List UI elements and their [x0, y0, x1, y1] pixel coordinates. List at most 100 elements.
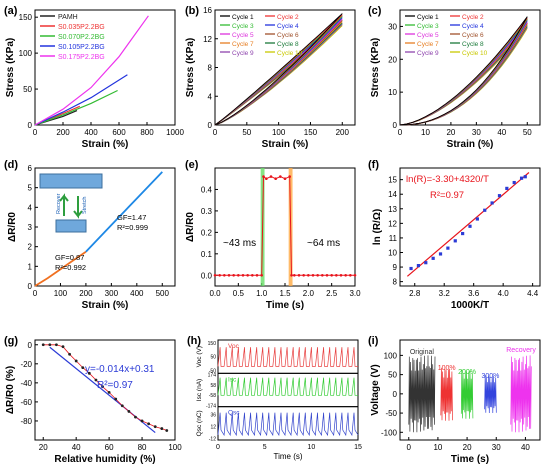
legend-label: Cycle 8 — [462, 41, 484, 48]
x-tick-label: 500 — [156, 289, 170, 298]
panel-c: 0 10 20 30 40 50 0 10 20 30 Strain (%) Stress (KPa)… — [370, 9, 541, 150]
inset-label-recover: Recover — [56, 193, 62, 214]
y-tick-label: 0.1 — [201, 250, 213, 259]
x-tick-label: 0 — [407, 443, 412, 452]
x-tick-label: 0 — [216, 444, 220, 451]
x-tick-label: 0 — [213, 128, 218, 137]
x-tick-label: 2.5 — [326, 289, 338, 298]
x-tick-label: 100 — [168, 443, 182, 452]
data-point — [409, 266, 413, 271]
data-point — [265, 177, 268, 181]
x-tick-label: 800 — [140, 128, 154, 137]
y-tick-label: -60 — [20, 398, 32, 407]
y-tick-label: 58 — [210, 383, 216, 389]
series-line — [34, 15, 149, 126]
y-axis-label: Stress (KPa) — [370, 38, 381, 97]
x-axis-label: Time (s) — [273, 452, 302, 461]
y-axis-label: ln (R/Ω) — [372, 209, 383, 245]
data-point — [512, 180, 516, 185]
series-line — [510, 355, 532, 433]
y-tick-label: 12 — [210, 425, 216, 431]
panel-label-c: (c) — [368, 5, 382, 17]
x-tick-label: 50 — [523, 128, 532, 137]
data-point — [153, 425, 157, 429]
plot-frame — [399, 339, 541, 441]
y-tick-label: 0 — [393, 121, 398, 130]
y-tick-label: -100 — [381, 428, 398, 437]
data-point — [260, 273, 263, 277]
panel-b: 0 50 100 150 200 0 4 8 12 16 Strain (%) Stress (KPa… — [185, 6, 356, 150]
subplot-frame — [217, 406, 359, 441]
x-tick-label: 3.0 — [349, 289, 361, 298]
x-tick-label: 50 — [242, 128, 251, 137]
data-point — [307, 273, 310, 277]
y-tick-label: 0 — [28, 341, 33, 350]
y-tick-label: 12 — [203, 35, 212, 44]
data-point — [269, 175, 273, 178]
plot-frame — [399, 9, 541, 126]
annotation-r2-1: R²=0.999 — [117, 223, 148, 232]
x-tick-label: 40 — [497, 128, 506, 137]
data-point — [55, 343, 58, 347]
data-point — [227, 273, 231, 277]
segment-label: 200% — [458, 369, 476, 376]
plot-frame — [399, 167, 541, 287]
x-tick-label: 10 — [307, 444, 315, 451]
series-label: Isc — [228, 376, 237, 383]
data-point — [255, 273, 259, 277]
segment-label: 100% — [438, 365, 456, 372]
stretch-arrow-icon — [73, 196, 83, 219]
series-line — [215, 175, 355, 276]
panel-i: 0 10 20 30 40 -100 -50 0 50 100 Time (s) Voltage (V… — [370, 339, 541, 465]
legend-label: Cycle 4 — [277, 23, 299, 30]
y-tick-label: 12 — [388, 219, 397, 228]
y-tick-label: 4 — [208, 92, 213, 101]
data-point — [297, 273, 301, 277]
legend-label: Cycle 6 — [462, 32, 484, 39]
fit-r2: R²=0.97 — [430, 190, 464, 201]
data-point — [321, 273, 324, 277]
y-tick-label: 100 — [19, 49, 33, 58]
y-tick-label: 174 — [208, 373, 217, 379]
x-tick-label: 15 — [354, 444, 362, 451]
x-tick-label: 150 — [304, 128, 318, 137]
data-point — [283, 177, 287, 181]
x-tick-label: 0.5 — [233, 289, 245, 298]
data-point — [218, 273, 221, 277]
x-tick-label: 1000 — [166, 128, 184, 137]
data-point — [237, 273, 240, 277]
series-line — [484, 375, 497, 414]
y-tick-label: 1 — [28, 262, 33, 271]
y-tick-label: -12 — [209, 437, 216, 443]
series-line — [460, 369, 474, 419]
legend-label: Cycle 5 — [232, 32, 254, 39]
y-tick-label: 0.4 — [201, 185, 213, 194]
y-tick-label: 3 — [28, 223, 33, 232]
data-point — [475, 217, 479, 221]
series-line — [217, 347, 358, 367]
y-tick-label: -20 — [20, 360, 32, 369]
data-point — [483, 208, 487, 212]
inset-label-stretch: Stretch — [82, 197, 88, 214]
panel-d: 0 100 200 300 400 500 0 1 2 3 4 5 6 Strain (%) ΔR/R0 Re… — [7, 164, 176, 311]
series-line — [217, 377, 358, 396]
series-line — [214, 13, 343, 126]
legend-label: Cycle 8 — [277, 41, 299, 48]
x-tick-label: 20 — [463, 443, 472, 452]
legend-label: Cycle 10 — [277, 50, 303, 57]
data-point — [279, 175, 282, 178]
data-point — [349, 273, 352, 277]
data-point — [461, 231, 465, 236]
y-tick-label: 11 — [389, 234, 398, 243]
y-tick-label: 0 — [393, 390, 398, 399]
panel-label-i: (i) — [368, 335, 379, 347]
data-point — [290, 273, 293, 277]
legend-label: Cycle 7 — [417, 41, 439, 48]
data-point — [48, 343, 52, 347]
x-tick-label: 10 — [433, 443, 442, 452]
x-tick-label: 2.8 — [409, 289, 421, 298]
plot-frame — [34, 339, 176, 441]
x-tick-label: 20 — [446, 128, 455, 137]
